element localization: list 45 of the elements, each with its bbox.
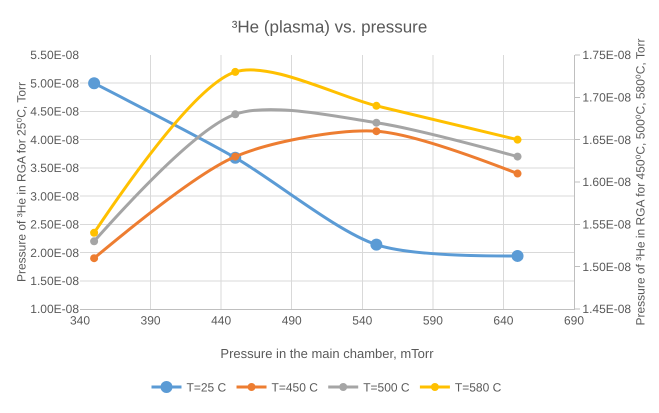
y-tick-label: 2.00E-08 [30, 246, 80, 260]
y-tick-label: 5.50E-08 [30, 48, 80, 62]
x-tick-label: 390 [140, 313, 161, 328]
legend-label: T=580 C [454, 380, 502, 395]
y-tick-label: 2.50E-08 [30, 218, 80, 232]
y-tick-label: 1.50E-08 [30, 274, 80, 288]
point [512, 250, 524, 262]
legend-label: T=500 C [363, 380, 410, 395]
point [514, 170, 522, 178]
point [372, 118, 380, 127]
y-tick-label: 4.00E-08 [30, 132, 80, 147]
x-tick-label: 490 [282, 313, 302, 328]
y2-tick-label: 1.55E-08 [582, 218, 632, 232]
y2-tick-label: 1.45E-08 [582, 302, 632, 316]
y-tick-label: 3.00E-08 [30, 189, 80, 204]
y-tick-label: 5.00E-08 [30, 76, 80, 90]
x-tick-label: 640 [493, 313, 514, 328]
y-axis-title: Pressure of ³He in RGA for 25⁰C, Torr [14, 82, 28, 282]
point [514, 136, 522, 144]
y2-tick-label: 1.65E-08 [582, 132, 632, 147]
x-tick-label: 690 [564, 313, 584, 328]
point [231, 68, 240, 76]
x-tick-label: 440 [211, 313, 232, 328]
y2-tick-label: 1.60E-08 [582, 175, 632, 190]
point [90, 254, 98, 262]
chart-title: ³He (plasma) vs. pressure [232, 18, 428, 37]
point [90, 237, 98, 246]
point [514, 152, 522, 161]
x-tick-label: 540 [352, 313, 373, 328]
point [372, 102, 380, 110]
legend-label: T=450 C [272, 380, 318, 395]
y2-axis-title: Pressure of ³He in RGA for 450⁰C, 500⁰C, 580⁰C, Torr [633, 38, 648, 326]
x-tick-label: 590 [422, 313, 444, 328]
point [231, 110, 240, 118]
y2-tick-label: 1.75E-08 [582, 48, 632, 62]
point [90, 228, 98, 237]
y-tick-label: 4.50E-08 [30, 104, 80, 119]
y2-tick-label: 1.50E-08 [582, 260, 632, 274]
point [372, 127, 380, 136]
y2-tick-label: 1.70E-08 [582, 90, 632, 105]
point [88, 77, 100, 90]
legend-label: T=25 C [186, 380, 227, 395]
x-axis-title: Pressure in the main chamber, mTorr [220, 346, 434, 361]
point [370, 238, 382, 251]
y-tick-label: 3.50E-08 [30, 161, 80, 176]
